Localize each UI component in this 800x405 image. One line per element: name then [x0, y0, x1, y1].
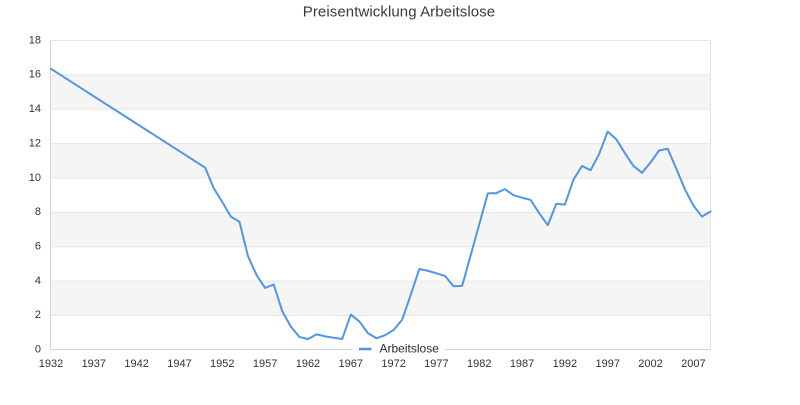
svg-text:1947: 1947: [167, 358, 191, 370]
svg-text:14: 14: [29, 103, 41, 115]
svg-text:1952: 1952: [210, 358, 234, 370]
svg-text:1977: 1977: [424, 358, 448, 370]
svg-text:Preisentwicklung Arbeitslose: Preisentwicklung Arbeitslose: [303, 4, 495, 21]
svg-text:1937: 1937: [82, 358, 106, 370]
svg-text:1972: 1972: [381, 358, 405, 370]
svg-text:1987: 1987: [510, 358, 534, 370]
svg-text:16: 16: [29, 69, 41, 81]
svg-text:1932: 1932: [39, 358, 63, 370]
svg-text:12: 12: [29, 137, 41, 149]
svg-text:10: 10: [29, 172, 41, 184]
svg-text:4: 4: [35, 275, 41, 287]
svg-text:1967: 1967: [339, 358, 363, 370]
svg-text:18: 18: [29, 34, 41, 46]
svg-text:1997: 1997: [595, 358, 619, 370]
svg-text:1982: 1982: [467, 358, 491, 370]
svg-text:1962: 1962: [296, 358, 320, 370]
svg-text:0: 0: [35, 344, 41, 356]
svg-text:1942: 1942: [124, 358, 148, 370]
svg-text:1992: 1992: [553, 358, 577, 370]
svg-text:6: 6: [35, 241, 41, 253]
svg-text:8: 8: [35, 206, 41, 218]
svg-text:2: 2: [35, 309, 41, 321]
svg-text:Arbeitslose: Arbeitslose: [380, 341, 440, 355]
svg-text:2002: 2002: [638, 358, 662, 370]
svg-text:2007: 2007: [681, 358, 705, 370]
svg-text:1957: 1957: [253, 358, 277, 370]
